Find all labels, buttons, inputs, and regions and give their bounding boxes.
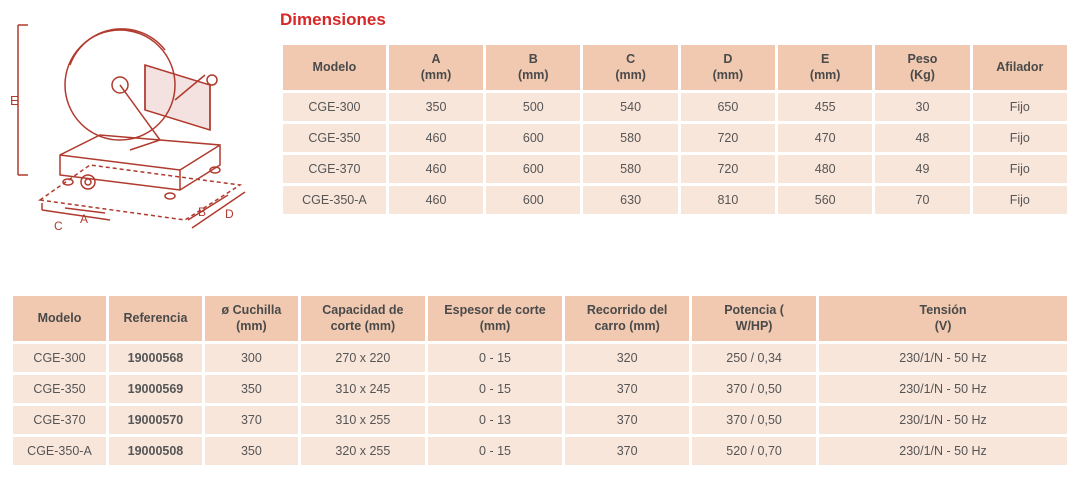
table-row: CGE-30035050054065045530Fijo [283,93,1067,121]
table-cell: CGE-350 [13,375,106,403]
table-cell: Fijo [973,124,1067,152]
table-cell: CGE-370 [283,155,386,183]
table-row: CGE-37019000570370310 x 2550 - 13370370 … [13,406,1067,434]
specs-table: ModeloReferenciaø Cuchilla(mm)Capacidad … [10,293,1070,468]
table-cell: 470 [778,124,872,152]
table-cell: 19000569 [109,375,202,403]
table-cell: CGE-370 [13,406,106,434]
column-header: A(mm) [389,45,483,90]
column-header: Potencia (W/HP) [692,296,816,341]
table-cell: 370 / 0,50 [692,406,816,434]
table-cell: 600 [486,155,580,183]
table-cell: 270 x 220 [301,344,425,372]
table-cell: CGE-300 [13,344,106,372]
dimension-diagram: E [10,10,260,233]
table-cell: 580 [583,124,677,152]
dimensions-table: ModeloA(mm)B(mm)C(mm)D(mm)E(mm)Peso(Kg)A… [280,42,1070,217]
table-cell: 460 [389,124,483,152]
table-cell: 310 x 255 [301,406,425,434]
table-cell: 560 [778,186,872,214]
svg-text:C: C [54,219,63,230]
table-cell: 19000570 [109,406,202,434]
column-header: Referencia [109,296,202,341]
table-row: CGE-350-A46060063081056070Fijo [283,186,1067,214]
table-cell: 320 [565,344,689,372]
table-cell: 230/1/N - 50 Hz [819,437,1067,465]
table-cell: 500 [486,93,580,121]
column-header: Espesor de corte(mm) [428,296,562,341]
column-header: Recorrido delcarro (mm) [565,296,689,341]
svg-text:B: B [198,205,206,219]
table-row: CGE-30019000568300270 x 2200 - 15320250 … [13,344,1067,372]
column-header: Modelo [283,45,386,90]
table-cell: 650 [681,93,775,121]
column-header: Modelo [13,296,106,341]
table-cell: Fijo [973,93,1067,121]
table-cell: Fijo [973,155,1067,183]
table-cell: 0 - 13 [428,406,562,434]
column-header: Tensión(V) [819,296,1067,341]
svg-text:D: D [225,207,234,221]
column-header: B(mm) [486,45,580,90]
table-cell: 460 [389,155,483,183]
table-cell: 19000568 [109,344,202,372]
table-cell: 460 [389,186,483,214]
table-cell: 455 [778,93,872,121]
table-cell: 600 [486,186,580,214]
table-cell: 230/1/N - 50 Hz [819,406,1067,434]
table-cell: 580 [583,155,677,183]
column-header: C(mm) [583,45,677,90]
table-cell: 630 [583,186,677,214]
table-cell: 600 [486,124,580,152]
table-row: CGE-35019000569350310 x 2450 - 15370370 … [13,375,1067,403]
table-cell: CGE-300 [283,93,386,121]
table-cell: 480 [778,155,872,183]
table-cell: 350 [205,437,298,465]
svg-text:E: E [10,93,19,108]
table-cell: 720 [681,124,775,152]
table-cell: 370 [565,375,689,403]
table-cell: 250 / 0,34 [692,344,816,372]
table-cell: 48 [875,124,969,152]
table-cell: 230/1/N - 50 Hz [819,344,1067,372]
column-header: Afilador [973,45,1067,90]
table-cell: 0 - 15 [428,344,562,372]
table-cell: 720 [681,155,775,183]
table-cell: 0 - 15 [428,375,562,403]
table-cell: 350 [389,93,483,121]
table-cell: 520 / 0,70 [692,437,816,465]
table-cell: 370 [205,406,298,434]
table-cell: 540 [583,93,677,121]
table-cell: 0 - 15 [428,437,562,465]
column-header: Peso(Kg) [875,45,969,90]
table-cell: 370 / 0,50 [692,375,816,403]
table-row: CGE-350-A19000508350320 x 2550 - 1537052… [13,437,1067,465]
table-cell: 230/1/N - 50 Hz [819,375,1067,403]
column-header: Capacidad decorte (mm) [301,296,425,341]
table-cell: 49 [875,155,969,183]
column-header: ø Cuchilla(mm) [205,296,298,341]
column-header: D(mm) [681,45,775,90]
table-cell: 350 [205,375,298,403]
table-row: CGE-35046060058072047048Fijo [283,124,1067,152]
svg-text:A: A [80,212,88,226]
table-cell: 370 [565,437,689,465]
table-cell: 810 [681,186,775,214]
table-cell: 370 [565,406,689,434]
section-title: Dimensiones [280,10,1070,30]
table-cell: 300 [205,344,298,372]
table-cell: 310 x 245 [301,375,425,403]
column-header: E(mm) [778,45,872,90]
table-cell: CGE-350 [283,124,386,152]
table-cell: 70 [875,186,969,214]
table-cell: 19000508 [109,437,202,465]
table-cell: 30 [875,93,969,121]
table-cell: 320 x 255 [301,437,425,465]
table-cell: Fijo [973,186,1067,214]
table-cell: CGE-350-A [13,437,106,465]
table-cell: CGE-350-A [283,186,386,214]
table-row: CGE-37046060058072048049Fijo [283,155,1067,183]
